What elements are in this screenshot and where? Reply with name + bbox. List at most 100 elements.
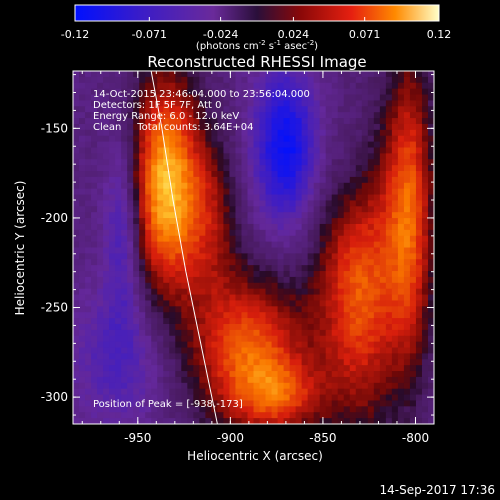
- heatmap-cell: [115, 141, 122, 149]
- heatmap-cell: [331, 282, 339, 290]
- heatmap-cell: [217, 165, 225, 172]
- heatmap-cell: [253, 147, 261, 154]
- heatmap-cell: [193, 382, 200, 390]
- heatmap-cell: [259, 176, 267, 184]
- heatmap-cell: [415, 147, 423, 154]
- heatmap-cell: [301, 194, 309, 202]
- heatmap-cell: [235, 400, 243, 407]
- heatmap-cell: [409, 188, 417, 196]
- heatmap-cell: [427, 388, 434, 396]
- heatmap-cell: [181, 200, 188, 207]
- heatmap-cell: [163, 176, 170, 184]
- heatmap-cell: [409, 288, 417, 296]
- heatmap-cell: [223, 223, 231, 231]
- heatmap-cell: [367, 406, 375, 413]
- heatmap-cell: [349, 271, 357, 278]
- heatmap-cell: [283, 129, 291, 137]
- heatmap-cell: [271, 418, 279, 424]
- heatmap-cell: [157, 88, 164, 96]
- heatmap-cell: [133, 194, 140, 202]
- heatmap-cell: [361, 412, 369, 419]
- heatmap-cell: [265, 271, 273, 278]
- heatmap-cell: [385, 135, 393, 143]
- heatmap-cell: [115, 200, 122, 207]
- heatmap-cell: [103, 323, 110, 331]
- heatmap-cell: [79, 259, 86, 266]
- heatmap-cell: [229, 388, 237, 396]
- heatmap-cell: [133, 171, 140, 178]
- heatmap-cell: [187, 259, 194, 266]
- heatmap-cell: [415, 276, 423, 284]
- heatmap-cell: [193, 212, 200, 219]
- heatmap-cell: [169, 123, 176, 131]
- heatmap-cell: [271, 329, 279, 337]
- heatmap-cell: [427, 147, 434, 154]
- heatmap-cell: [265, 418, 273, 424]
- heatmap-cell: [265, 341, 273, 349]
- heatmap-cell: [421, 312, 429, 319]
- heatmap-cell: [319, 153, 327, 160]
- heatmap-cell: [295, 294, 303, 302]
- heatmap-cell: [247, 329, 255, 337]
- heatmap-cell: [157, 218, 164, 225]
- heatmap-cell: [211, 306, 218, 313]
- heatmap-cell: [73, 271, 80, 278]
- heatmap-cell: [121, 200, 128, 207]
- heatmap-cell: [283, 276, 291, 284]
- heatmap-cell: [391, 318, 399, 325]
- heatmap-cell: [103, 353, 110, 360]
- heatmap-cell: [289, 147, 297, 154]
- heatmap-cell: [73, 176, 80, 184]
- heatmap-cell: [403, 347, 411, 354]
- heatmap-cell: [397, 123, 405, 131]
- heatmap-cell: [187, 335, 194, 343]
- heatmap-cell: [85, 282, 92, 290]
- heatmap-cell: [79, 218, 86, 225]
- heatmap-cell: [253, 200, 261, 207]
- heatmap-cell: [427, 76, 434, 84]
- heatmap-cell: [175, 106, 182, 113]
- heatmap-cell: [421, 400, 429, 407]
- heatmap-cell: [361, 118, 369, 125]
- heatmap-cell: [349, 218, 357, 225]
- heatmap-cell: [391, 141, 399, 149]
- heatmap-cell: [337, 153, 345, 160]
- heatmap-cell: [319, 171, 327, 178]
- heatmap-cell: [157, 288, 164, 296]
- heatmap-cell: [145, 141, 152, 149]
- heatmap-cell: [145, 271, 152, 278]
- heatmap-cell: [229, 229, 237, 237]
- heatmap-cell: [139, 341, 146, 349]
- heatmap-cell: [175, 165, 182, 172]
- heatmap-cell: [427, 241, 434, 249]
- heatmap-cell: [337, 247, 345, 254]
- heatmap-cell: [283, 135, 291, 143]
- heatmap-cell: [121, 306, 128, 313]
- heatmap-cell: [211, 206, 218, 213]
- heatmap-cell: [331, 400, 339, 407]
- heatmap-cell: [283, 118, 291, 125]
- heatmap-cell: [169, 188, 176, 196]
- heatmap-cell: [121, 223, 128, 231]
- heatmap-cell: [391, 200, 399, 207]
- heatmap-cell: [175, 312, 182, 319]
- heatmap-cell: [115, 153, 122, 160]
- heatmap-cell: [289, 406, 297, 413]
- heatmap-cell: [427, 176, 434, 184]
- heatmap-cell: [295, 406, 303, 413]
- heatmap-cell: [403, 265, 411, 272]
- heatmap-cell: [289, 382, 297, 390]
- heatmap-cell: [277, 412, 285, 419]
- heatmap-cell: [109, 288, 116, 296]
- heatmap-cell: [337, 382, 345, 390]
- heatmap-cell: [79, 341, 86, 349]
- heatmap-cell: [319, 406, 327, 413]
- heatmap-cell: [415, 371, 423, 378]
- heatmap-cell: [157, 241, 164, 249]
- heatmap-cell: [211, 271, 218, 278]
- heatmap-cell: [205, 88, 212, 96]
- heatmap-cell: [121, 247, 128, 254]
- heatmap-cell: [253, 365, 261, 372]
- heatmap-cell: [157, 159, 164, 166]
- heatmap-cell: [259, 218, 267, 225]
